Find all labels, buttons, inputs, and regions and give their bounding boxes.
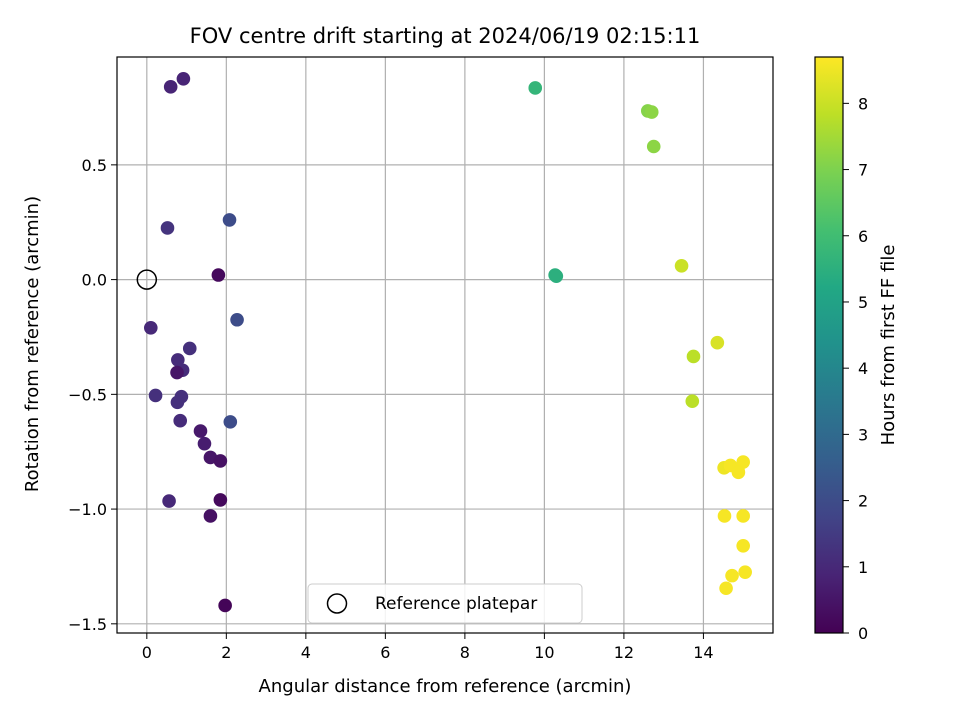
legend: Reference platepar: [307, 583, 583, 624]
x-axis-label: Angular distance from reference (arcmin): [259, 676, 632, 697]
x-tick-label: 6: [380, 643, 390, 662]
data-point: [162, 494, 176, 508]
y-tick-label: −0.5: [68, 385, 107, 404]
data-point: [213, 493, 228, 507]
data-point: [163, 80, 178, 94]
data-point: [170, 395, 185, 410]
legend-label: Reference platepar: [375, 594, 537, 614]
data-point: [171, 353, 185, 367]
data-point: [173, 413, 188, 428]
data-point: [211, 268, 226, 282]
y-tick-label: −1.0: [68, 500, 107, 519]
x-tick-label: 2: [221, 643, 231, 662]
y-axis-label: Rotation from reference (arcmin): [22, 196, 43, 492]
data-point: [193, 424, 208, 438]
legend-box: [307, 583, 583, 624]
colorbar-tick-label: 8: [858, 94, 868, 113]
y-tick-label: 0.0: [82, 271, 107, 290]
data-point: [549, 269, 564, 283]
colorbar-tick-label: 7: [858, 161, 868, 180]
colorbar-tick-label: 1: [858, 558, 868, 577]
data-point: [148, 388, 163, 403]
plot-frame: [116, 56, 774, 634]
x-tick-label: 10: [534, 643, 554, 662]
colorbar-label: Hours from first FF file: [878, 245, 899, 446]
data-point: [685, 394, 700, 409]
colorbar-tick-label: 4: [858, 359, 868, 378]
data-point: [736, 538, 750, 553]
data-point: [170, 365, 184, 380]
data-point: [646, 139, 661, 154]
data-point: [213, 454, 228, 468]
data-point: [223, 415, 238, 429]
data-point: [725, 568, 739, 583]
chart-title: FOV centre drift starting at 2024/06/19 …: [190, 24, 701, 48]
colorbar: [814, 56, 844, 634]
x-tick-label: 0: [142, 643, 152, 662]
colorbar-tick-label: 6: [858, 227, 868, 246]
data-point: [160, 221, 175, 235]
x-tick-label: 12: [614, 643, 634, 662]
data-point: [176, 72, 191, 86]
data-point: [674, 259, 689, 273]
x-tick-label: 4: [301, 643, 311, 662]
data-point: [222, 213, 237, 227]
reference-marker: [136, 269, 158, 290]
data-point: [710, 335, 725, 350]
data-point: [686, 349, 701, 364]
data-point: [218, 598, 232, 613]
colorbar-axis: 0 1 2 3 4 5 6 7 8: [843, 94, 868, 643]
data-points: [143, 72, 752, 613]
data-point: [736, 509, 750, 523]
y-tick-label: 0.5: [82, 156, 107, 175]
data-point: [203, 509, 218, 523]
x-axis: 0 2 4 6 8 10 12 14: [142, 633, 714, 662]
x-tick-label: 14: [693, 643, 713, 662]
legend-marker: [326, 593, 348, 614]
y-axis: −1.5 −1.0 −0.5 0.0 0.5: [68, 156, 117, 634]
data-point: [738, 565, 752, 579]
data-point: [528, 81, 543, 95]
y-tick-label: −1.5: [68, 615, 107, 634]
grid: [117, 57, 773, 633]
data-point: [230, 312, 244, 327]
colorbar-tick-label: 2: [858, 492, 868, 511]
x-tick-label: 8: [460, 643, 470, 662]
colorbar-tick-label: 0: [858, 624, 868, 643]
data-point: [731, 465, 746, 480]
data-point: [717, 509, 732, 523]
data-point: [719, 581, 733, 596]
data-point: [736, 455, 750, 469]
data-point: [644, 105, 659, 119]
data-point: [182, 341, 197, 356]
data-point: [197, 436, 212, 451]
colorbar-tick-label: 5: [858, 293, 868, 312]
colorbar-tick-label: 3: [858, 425, 868, 444]
data-point: [143, 320, 158, 335]
